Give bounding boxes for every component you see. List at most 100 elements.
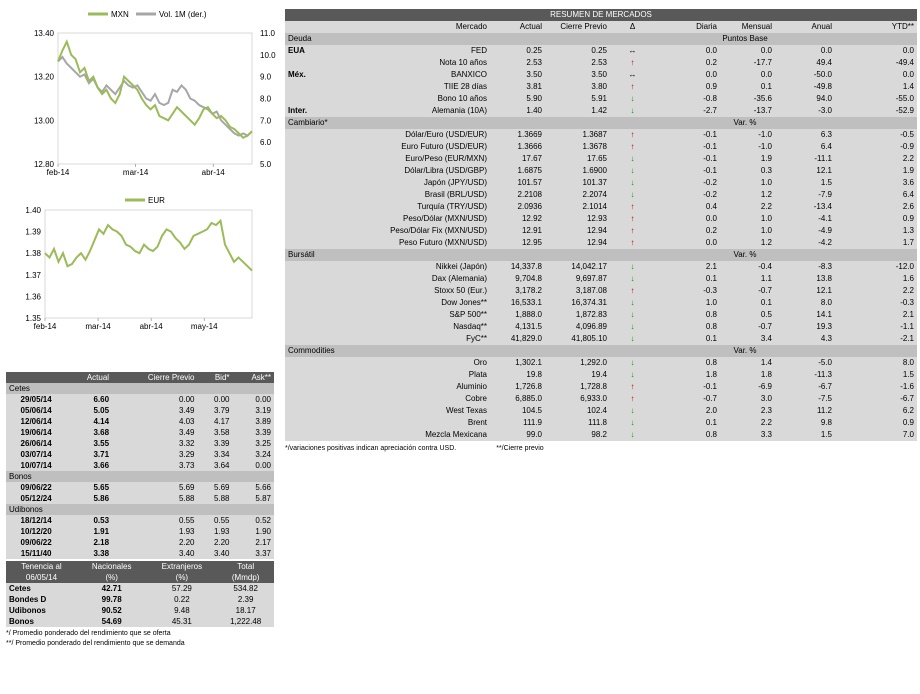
table-row: Udibonos 90.52 9.48 18.17 — [6, 605, 274, 616]
market-name: Plata — [468, 370, 487, 379]
annual-change: -7.9 — [818, 190, 832, 199]
section-unit: Var. % — [733, 118, 757, 127]
cell: 15/11/40 — [20, 549, 52, 558]
x-tick-label: mar-14 — [85, 322, 111, 331]
ytd-change: 2.2 — [902, 286, 914, 295]
cell: 4.03 — [178, 417, 195, 426]
monthly-change: -0.4 — [758, 262, 772, 271]
note-bid: */ Promedio ponderado del rendimiento qu… — [6, 630, 171, 637]
previous-close: 0.25 — [591, 46, 607, 55]
cell: 03/07/14 — [20, 450, 52, 459]
market-name: S&P 500** — [449, 310, 487, 319]
market-name: TIIE 28 días — [443, 82, 487, 91]
ytd-change: 0.9 — [902, 418, 914, 427]
monthly-change: 1.0 — [760, 178, 772, 187]
market-name: FyC** — [466, 334, 487, 343]
table-row: Nota 10 años 2.53 2.53 ↑ 0.2 -17.7 49.4 -49.4 — [285, 57, 917, 69]
table-row: Nasdaq** 4,131.5 4,096.89 ↓ 0.8 -0.7 19.3 -1.1 — [285, 321, 917, 333]
cell: Udibonos — [9, 606, 46, 615]
monthly-change: 2.2 — [760, 202, 772, 211]
current-value: 12.95 — [521, 238, 542, 247]
cell: 0.55 — [178, 516, 195, 525]
note-fx: */variaciones positivas indican apreciac… — [285, 445, 457, 452]
annual-change: 19.3 — [816, 322, 832, 331]
cell: 5.86 — [93, 494, 110, 503]
annual-change: -8.3 — [818, 262, 832, 271]
market-name: FED — [471, 46, 487, 55]
change-arrow-icon: ↑ — [630, 58, 635, 67]
change-arrow-icon: ↔ — [628, 70, 637, 79]
legend-label: EUR — [148, 196, 165, 205]
cell: 10/12/20 — [20, 527, 52, 536]
table-row: 09/06/22 2.18 2.20 2.20 2.17 — [6, 537, 274, 548]
table-row: Brent 111.9 111.8 ↓ 0.1 2.2 9.8 0.9 — [285, 417, 917, 429]
annual-change: 12.1 — [816, 166, 832, 175]
daily-change: -0.1 — [703, 382, 717, 391]
cell: 3.25 — [255, 439, 271, 448]
previous-close: 3.80 — [591, 82, 607, 91]
group-row: Bonos — [6, 471, 274, 482]
annual-change: 94.0 — [816, 94, 832, 103]
table-row: Peso Futuro (MXN/USD) 12.95 12.94 ↑ 0.0 1.2 -4… — [285, 237, 917, 249]
current-value: 111.9 — [523, 418, 542, 427]
previous-close: 12.94 — [586, 226, 607, 235]
column-header: Total — [237, 562, 255, 571]
ytd-change: -1.6 — [900, 382, 914, 391]
daily-change: 0.8 — [705, 430, 717, 439]
daily-change: -0.1 — [703, 154, 717, 163]
x-tick-label: feb-14 — [47, 168, 70, 177]
cell: 1.90 — [255, 527, 271, 536]
monthly-change: 0.0 — [760, 46, 772, 55]
cell: Cetes — [9, 584, 31, 593]
monthly-change: 1.2 — [760, 238, 772, 247]
monthly-change: 3.0 — [760, 394, 772, 403]
cell: 0.22 — [174, 595, 190, 604]
monthly-change: -0.7 — [758, 286, 772, 295]
daily-change: 0.1 — [705, 274, 717, 283]
previous-close: 14,042.17 — [571, 262, 607, 271]
cell: 05/12/24 — [20, 494, 52, 503]
table-row: 03/07/14 3.71 3.29 3.34 3.24 — [6, 449, 274, 460]
table-row: Bono 10 años 5.90 5.91 ↓ -0.8 -35.6 94.0 -55.0 — [285, 93, 917, 105]
group-name: Cetes — [9, 384, 30, 393]
market-summary-table: RESUMEN DE MERCADOS Mercado Actual Cierre P… — [285, 9, 917, 454]
market-name: Nasdaq** — [453, 322, 487, 331]
monthly-change: 1.0 — [760, 226, 772, 235]
cell: 2.39 — [237, 595, 254, 604]
table-row: West Texas 104.5 102.4 ↓ 2.0 2.3 11.2 6.2 — [285, 405, 917, 417]
table-row: Turquía (TRY/USD) 2.0936 2.1014 ↑ 0.4 2.2 -13.… — [285, 201, 917, 213]
daily-change: -0.2 — [703, 178, 717, 187]
region-label — [285, 333, 330, 345]
region-label — [285, 357, 330, 369]
daily-change: 2.0 — [705, 406, 717, 415]
daily-change: 0.4 — [705, 202, 717, 211]
region-label — [285, 81, 330, 93]
market-name: Peso Futuro (MXN/USD) — [398, 238, 487, 247]
current-value: 2.2108 — [517, 190, 542, 199]
table-row: 05/06/14 5.05 3.49 3.79 3.19 — [6, 405, 274, 416]
annual-change: -11.3 — [814, 370, 832, 379]
annual-change: 13.8 — [816, 274, 832, 283]
table-row: 10/12/20 1.91 1.93 1.93 1.90 — [6, 526, 274, 537]
previous-close: 3,187.08 — [575, 286, 607, 295]
annual-change: -4.2 — [818, 238, 832, 247]
cell: 6.60 — [93, 395, 110, 404]
table-row: Japón (JPY/USD) 101.57 101.37 ↓ -0.2 1.0 1.5 3.… — [285, 177, 917, 189]
tenencia-header-row: 06/05/14 (%) (%) (Mmdp) — [6, 572, 274, 583]
previous-close: 12.94 — [586, 238, 607, 247]
previous-close: 17.65 — [586, 154, 607, 163]
cell: 18/12/14 — [20, 516, 52, 525]
ytd-change: 1.5 — [902, 370, 914, 379]
column-header: (%) — [105, 573, 118, 582]
table-row: Méx. BANXICO 3.50 3.50 ↔ 0.0 0.0 -50.0 0.0 — [285, 69, 917, 81]
left-notes: */ Promedio ponderado del rendimiento qu… — [6, 629, 274, 649]
section-row: Deuda Puntos Base — [285, 33, 917, 45]
y-tick-label: 13.40 — [34, 29, 55, 38]
monthly-change: 1.1 — [760, 274, 772, 283]
previous-close: 6,933.0 — [580, 394, 607, 403]
change-arrow-icon: ↓ — [630, 310, 635, 319]
region-label: Inter. — [288, 106, 308, 115]
annual-change: 49.4 — [816, 58, 832, 67]
current-value: 17.67 — [521, 154, 542, 163]
region-label — [285, 285, 330, 297]
